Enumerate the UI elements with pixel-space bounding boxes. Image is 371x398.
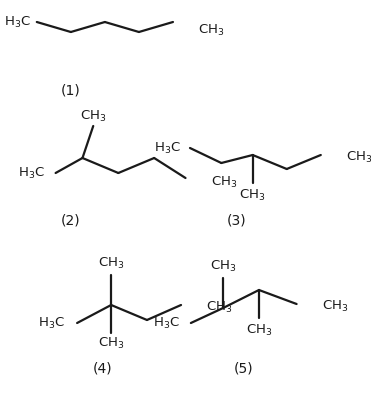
Text: $\mathregular{H_3C}$: $\mathregular{H_3C}$ bbox=[154, 140, 181, 156]
Text: $\mathregular{CH_3}$: $\mathregular{CH_3}$ bbox=[246, 322, 272, 338]
Text: $\mathregular{CH_3}$: $\mathregular{CH_3}$ bbox=[206, 299, 233, 314]
Text: $\mathregular{CH_3}$: $\mathregular{CH_3}$ bbox=[198, 22, 224, 37]
Text: (4): (4) bbox=[92, 361, 112, 375]
Text: $\mathregular{CH_3}$: $\mathregular{CH_3}$ bbox=[98, 256, 124, 271]
Text: $\mathregular{CH_3}$: $\mathregular{CH_3}$ bbox=[239, 187, 266, 203]
Text: $\mathregular{H_3C}$: $\mathregular{H_3C}$ bbox=[18, 166, 45, 181]
Text: $\mathregular{CH_3}$: $\mathregular{CH_3}$ bbox=[346, 150, 371, 164]
Text: $\mathregular{H_3C}$: $\mathregular{H_3C}$ bbox=[153, 316, 180, 331]
Text: $\mathregular{CH_3}$: $\mathregular{CH_3}$ bbox=[211, 174, 237, 189]
Text: $\mathregular{CH_3}$: $\mathregular{CH_3}$ bbox=[322, 298, 348, 314]
Text: (1): (1) bbox=[61, 83, 81, 97]
Text: $\mathregular{H_3C}$: $\mathregular{H_3C}$ bbox=[38, 316, 65, 331]
Text: (2): (2) bbox=[61, 213, 81, 227]
Text: $\mathregular{CH_3}$: $\mathregular{CH_3}$ bbox=[80, 108, 106, 123]
Text: (3): (3) bbox=[227, 213, 246, 227]
Text: (5): (5) bbox=[234, 361, 253, 375]
Text: $\mathregular{H_3C}$: $\mathregular{H_3C}$ bbox=[4, 14, 30, 29]
Text: $\mathregular{CH_3}$: $\mathregular{CH_3}$ bbox=[98, 336, 124, 351]
Text: $\mathregular{CH_3}$: $\mathregular{CH_3}$ bbox=[210, 258, 236, 273]
